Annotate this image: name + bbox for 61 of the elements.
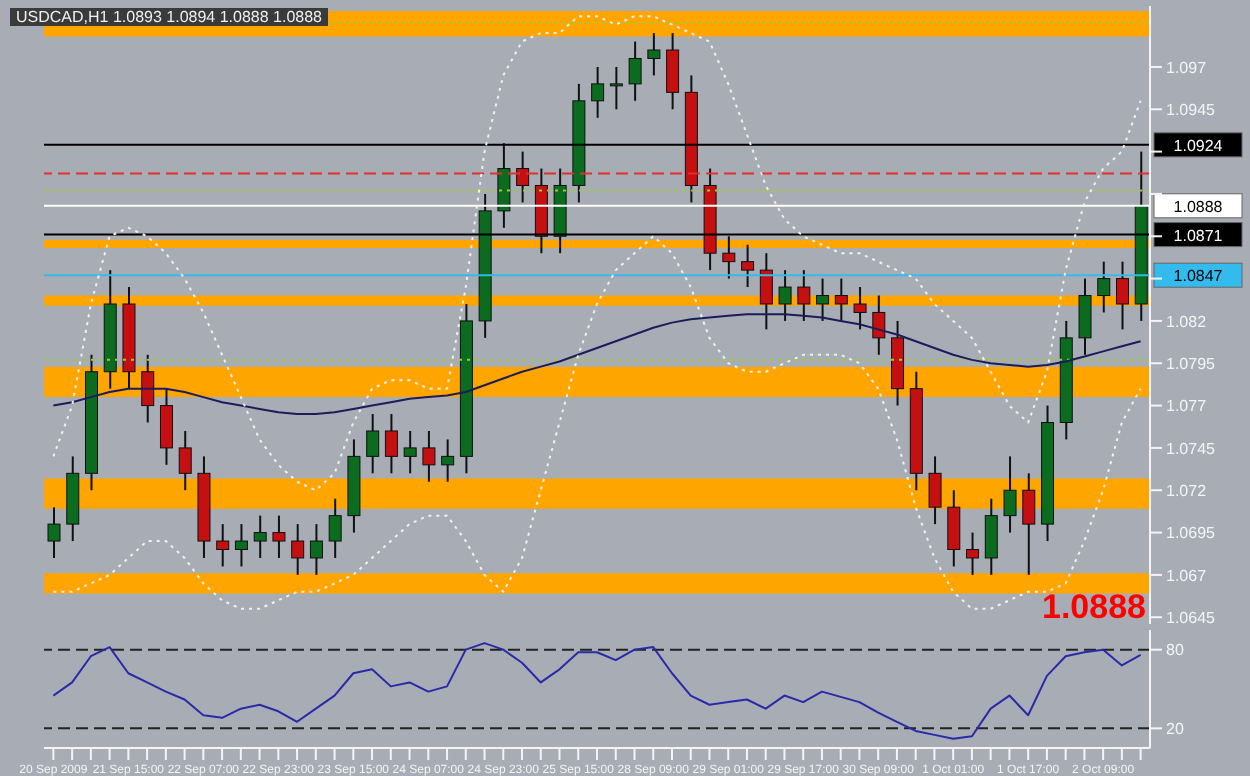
candlestick: [497, 142, 511, 229]
candlestick: [47, 506, 61, 559]
candlestick: [291, 523, 305, 576]
annotation: 1.0888: [1042, 588, 1146, 626]
candlestick: [234, 523, 248, 568]
y-tick-label: 1.067: [1166, 566, 1208, 585]
candlestick: [403, 429, 417, 475]
ref-line-label: 1.0888: [1173, 197, 1224, 216]
y-tick-label: 1.097: [1166, 58, 1208, 77]
candlestick: [816, 277, 830, 322]
candlestick: [141, 353, 155, 424]
ref-line-label: 1.0847: [1173, 267, 1224, 286]
candlestick: [722, 235, 736, 280]
candlestick: [441, 438, 455, 483]
candlestick: [853, 286, 867, 331]
candlestick: [366, 413, 380, 475]
candlestick: [872, 294, 886, 356]
ref-line-label: 1.0871: [1173, 226, 1224, 245]
ref-line-label: 1.0924: [1173, 136, 1224, 155]
candlestick: [1116, 260, 1130, 331]
candlestick: [834, 277, 848, 322]
candlestick: [1097, 260, 1111, 314]
y-tick-label: 80: [1166, 641, 1185, 660]
candlestick: [1022, 472, 1036, 576]
y-tick-label: 1.0645: [1166, 608, 1217, 627]
candlestick: [928, 455, 942, 526]
y-tick-label: 1.082: [1166, 312, 1208, 331]
candlestick: [1078, 277, 1092, 356]
candlestick: [741, 243, 755, 289]
candlestick: [647, 32, 661, 77]
y-tick-label: 20: [1166, 720, 1185, 739]
candlestick: [422, 429, 436, 483]
y-tick-label: 1.072: [1166, 481, 1208, 500]
y-tick-label: 1.0795: [1166, 354, 1217, 373]
candlestick: [609, 65, 623, 111]
candlestick: [253, 514, 267, 559]
candlestick: [759, 252, 773, 331]
candlestick: [966, 531, 980, 576]
candlestick: [628, 40, 642, 102]
y-tick-label: 1.0695: [1166, 524, 1217, 543]
candlestick: [984, 497, 998, 576]
y-tick-label: 1.077: [1166, 397, 1208, 416]
candlestick: [272, 514, 286, 559]
candlestick: [384, 413, 398, 475]
y-tick-label: 1.0745: [1166, 439, 1217, 458]
candlestick: [159, 387, 173, 466]
candlestick: [1003, 455, 1017, 534]
y-tick-label: 1.0945: [1166, 100, 1217, 119]
line-series: [52, 313, 1142, 416]
candlestick: [216, 523, 230, 568]
candlestick: [666, 32, 680, 111]
candlestick: [797, 269, 811, 322]
candlestick: [947, 489, 961, 568]
candlestick: [778, 269, 792, 322]
candlestick: [516, 150, 530, 204]
candlestick: [591, 65, 605, 119]
chart-title: USDCAD,H1 1.0893 1.0894 1.0888 1.0888: [10, 8, 328, 26]
candlestick: [178, 429, 192, 492]
candlestick: [309, 523, 323, 576]
line-series: [52, 642, 1142, 740]
candlestick: [328, 497, 342, 559]
